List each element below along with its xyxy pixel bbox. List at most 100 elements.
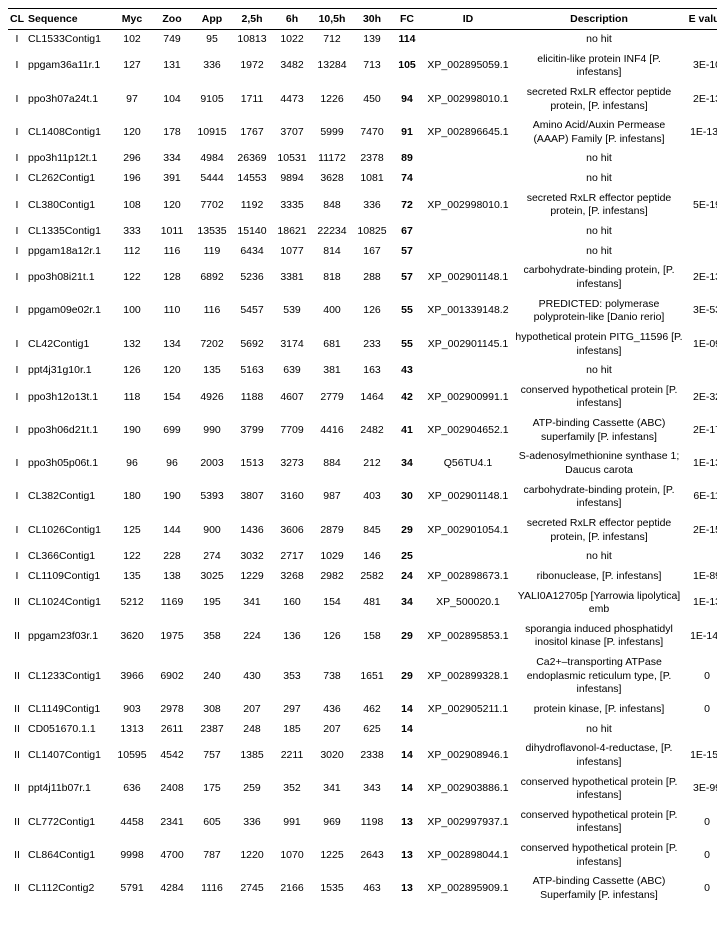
cluster-cell: II (8, 773, 26, 806)
fold-change-cell: 94 (392, 83, 422, 116)
evalue-cell: 2E-13 (684, 83, 717, 116)
description-cell: conserved hypothetical protein [P. infes… (514, 773, 684, 806)
table-row: Ippo3h07a24t.197104910517114473122645094… (8, 83, 717, 116)
value-cell: 178 (152, 116, 192, 149)
value-cell: 2978 (152, 700, 192, 720)
value-cell: 884 (312, 447, 352, 480)
description-cell: Ca2+–transporting ATPase endoplasmic ret… (514, 653, 684, 700)
evalue-cell (684, 720, 717, 740)
table-row: IIppt4j11b07r.1636240817525935234134314X… (8, 773, 717, 806)
evalue-cell: 6E-11 (684, 481, 717, 514)
value-cell: 95 (192, 30, 232, 50)
col-header-fc: FC (392, 9, 422, 30)
cluster-cell: I (8, 514, 26, 547)
table-row: ICL1109Contig113513830251229326829822582… (8, 567, 717, 587)
sequence-cell: CL1533Contig1 (26, 30, 112, 50)
value-cell: 3606 (272, 514, 312, 547)
value-cell: 3707 (272, 116, 312, 149)
value-cell: 100 (112, 295, 152, 328)
evalue-cell: 0 (684, 700, 717, 720)
value-cell: 9998 (112, 839, 152, 872)
fold-change-cell: 89 (392, 149, 422, 169)
value-cell: 175 (192, 773, 232, 806)
value-cell: 296 (112, 149, 152, 169)
value-cell: 4542 (152, 739, 192, 772)
value-cell: 1436 (232, 514, 272, 547)
value-cell: 11172 (312, 149, 352, 169)
id-cell: XP_002899328.1 (422, 653, 514, 700)
evalue-cell: 2E-15 (684, 514, 717, 547)
value-cell: 15140 (232, 222, 272, 242)
description-cell: secreted RxLR effector peptide protein, … (514, 189, 684, 222)
value-cell: 436 (312, 700, 352, 720)
sequence-cell: ppo3h08i21t.1 (26, 261, 112, 294)
value-cell: 625 (352, 720, 392, 740)
cluster-cell: II (8, 839, 26, 872)
sequence-cell: CL1109Contig1 (26, 567, 112, 587)
value-cell: 190 (152, 481, 192, 514)
id-cell: XP_002901145.1 (422, 328, 514, 361)
value-cell: 352 (272, 773, 312, 806)
id-cell: XP_002997937.1 (422, 806, 514, 839)
id-cell: XP_002895853.1 (422, 620, 514, 653)
id-cell: XP_002898673.1 (422, 567, 514, 587)
evalue-cell: 1E-09 (684, 328, 717, 361)
value-cell: 3020 (312, 739, 352, 772)
value-cell: 450 (352, 83, 392, 116)
value-cell: 224 (232, 620, 272, 653)
fold-change-cell: 29 (392, 514, 422, 547)
description-cell: protein kinase, [P. infestans] (514, 700, 684, 720)
sequence-cell: CL112Contig2 (26, 872, 112, 905)
id-cell: XP_002901054.1 (422, 514, 514, 547)
cluster-cell: I (8, 83, 26, 116)
value-cell: 3025 (192, 567, 232, 587)
value-cell: 1077 (272, 242, 312, 262)
value-cell: 10825 (352, 222, 392, 242)
value-cell: 6892 (192, 261, 232, 294)
value-cell: 463 (352, 872, 392, 905)
value-cell: 3032 (232, 547, 272, 567)
sequence-cell: CL1026Contig1 (26, 514, 112, 547)
value-cell: 336 (352, 189, 392, 222)
col-header-cl: CL (8, 9, 26, 30)
evalue-cell: 5E-19 (684, 189, 717, 222)
fold-change-cell: 57 (392, 242, 422, 262)
value-cell: 2338 (352, 739, 392, 772)
value-cell: 120 (112, 116, 152, 149)
fold-change-cell: 43 (392, 361, 422, 381)
col-header-30h: 30h (352, 9, 392, 30)
sequence-cell: CL382Contig1 (26, 481, 112, 514)
fold-change-cell: 14 (392, 700, 422, 720)
value-cell: 122 (112, 261, 152, 294)
table-row: Ippo3h12o13t.111815449261188460727791464… (8, 381, 717, 414)
value-cell: 2745 (232, 872, 272, 905)
value-cell: 2717 (272, 547, 312, 567)
value-cell: 1188 (232, 381, 272, 414)
col-header-zoo: Zoo (152, 9, 192, 30)
description-cell: S-adenosylmethionine synthase 1; Daucus … (514, 447, 684, 480)
fold-change-cell: 29 (392, 653, 422, 700)
value-cell: 699 (152, 414, 192, 447)
value-cell: 160 (272, 587, 312, 620)
value-cell: 5692 (232, 328, 272, 361)
description-cell: Amino Acid/Auxin Permease (AAAP) Family … (514, 116, 684, 149)
value-cell: 139 (352, 30, 392, 50)
id-cell: Q56TU4.1 (422, 447, 514, 480)
sequence-cell: CL262Contig1 (26, 169, 112, 189)
value-cell: 2982 (312, 567, 352, 587)
description-cell: sporangia induced phosphatidyl inositol … (514, 620, 684, 653)
value-cell: 97 (112, 83, 152, 116)
cluster-cell: II (8, 739, 26, 772)
fold-change-cell: 14 (392, 720, 422, 740)
value-cell: 138 (152, 567, 192, 587)
value-cell: 1225 (312, 839, 352, 872)
evalue-cell: 2E-17 (684, 414, 717, 447)
fold-change-cell: 72 (392, 189, 422, 222)
table-row: Ippo3h11p12t.129633449842636910531111722… (8, 149, 717, 169)
description-cell: no hit (514, 149, 684, 169)
value-cell: 102 (112, 30, 152, 50)
value-cell: 3268 (272, 567, 312, 587)
value-cell: 308 (192, 700, 232, 720)
value-cell: 112 (112, 242, 152, 262)
value-cell: 9105 (192, 83, 232, 116)
